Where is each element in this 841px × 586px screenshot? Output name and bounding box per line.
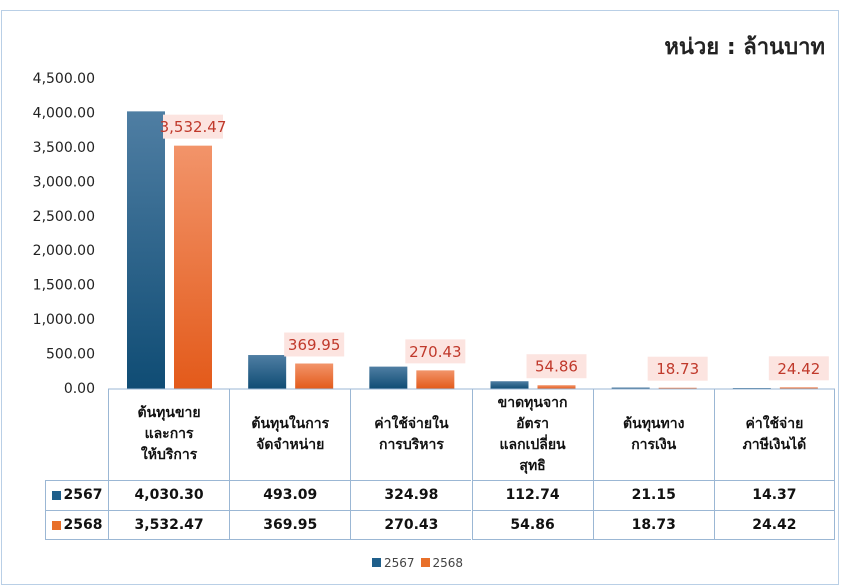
table-value: 270.43 xyxy=(350,510,472,540)
y-tick-label: 2,000.00 xyxy=(33,243,95,259)
legend-key xyxy=(420,558,430,567)
table-value: 14.37 xyxy=(713,480,835,510)
bar xyxy=(416,370,455,389)
table-value: 369.95 xyxy=(229,510,351,540)
table-value: 54.86 xyxy=(471,510,593,540)
category-label: ต้นทุนในการ จัดจำหน่าย xyxy=(229,389,350,480)
data-label: 270.43 xyxy=(409,343,462,361)
data-label-bg xyxy=(163,114,223,139)
category-label: ขาดทุนจาก อัตรา แลกเปลี่ยน สุทธิ xyxy=(471,389,593,480)
table-value: 493.09 xyxy=(229,480,351,510)
bar xyxy=(127,111,165,389)
category-label: ค่าใช้จ่ายใน การบริหาร xyxy=(350,389,471,480)
bar xyxy=(537,385,576,389)
data-label-bg xyxy=(405,339,466,364)
data-label-bg xyxy=(526,354,587,379)
data-label-bg xyxy=(647,356,708,381)
table-value: 3,532.47 xyxy=(108,510,230,540)
table-value: 324.98 xyxy=(350,480,472,510)
legend-key xyxy=(371,558,381,567)
category-label: ค่าใช้จ่าย ภาษีเงินได้ xyxy=(713,389,835,480)
category-label: ต้นทุนทาง การเงิน xyxy=(592,389,714,480)
data-label-bg xyxy=(768,356,829,381)
y-tick-label: 2,500.00 xyxy=(33,209,95,225)
bar xyxy=(779,387,818,389)
bar xyxy=(490,381,529,389)
y-tick-label: 3,500.00 xyxy=(33,140,95,156)
chart-title: หน่วย : ล้านบาท xyxy=(664,35,825,60)
legend-key xyxy=(51,520,61,530)
table-value: 21.15 xyxy=(592,480,714,510)
data-label: 54.86 xyxy=(535,358,578,376)
y-tick-label: 1,500.00 xyxy=(33,278,95,294)
data-label: 24.42 xyxy=(777,360,820,378)
data-label: 369.95 xyxy=(288,336,341,354)
y-tick-label: 1,000.00 xyxy=(33,312,95,328)
data-label: 3,532.47 xyxy=(160,118,227,136)
table-value: 4,030.30 xyxy=(108,480,230,510)
table-series-label: 2567 xyxy=(45,480,108,510)
series-name: 2568 xyxy=(63,516,103,533)
legend-label: 2568 xyxy=(432,556,464,570)
bar xyxy=(658,387,697,389)
bar xyxy=(295,363,334,389)
y-tick-label: 500.00 xyxy=(46,347,95,363)
table-value: 24.42 xyxy=(713,510,835,540)
table-value: 18.73 xyxy=(592,510,714,540)
y-tick-label: 4,500.00 xyxy=(33,71,95,87)
bar xyxy=(611,387,650,389)
category-label: ต้นทุนขาย และการ ให้บริการ xyxy=(108,389,229,480)
bar xyxy=(248,355,287,389)
legend-key xyxy=(51,491,61,500)
data-label-bg xyxy=(284,332,345,357)
bar xyxy=(369,366,408,389)
legend-label: 2567 xyxy=(383,556,415,570)
y-tick-label: 4,000.00 xyxy=(33,105,95,121)
table-series-label: 2568 xyxy=(45,510,108,540)
series-name: 2567 xyxy=(63,487,103,503)
table-value: 112.74 xyxy=(471,480,593,510)
data-label: 18.73 xyxy=(656,360,699,378)
chart-border xyxy=(1,10,839,585)
y-tick-label: 3,000.00 xyxy=(33,174,95,190)
legend: 2567 2568 xyxy=(0,556,841,570)
bar xyxy=(174,145,212,389)
y-tick-label: 0.00 xyxy=(64,381,95,397)
